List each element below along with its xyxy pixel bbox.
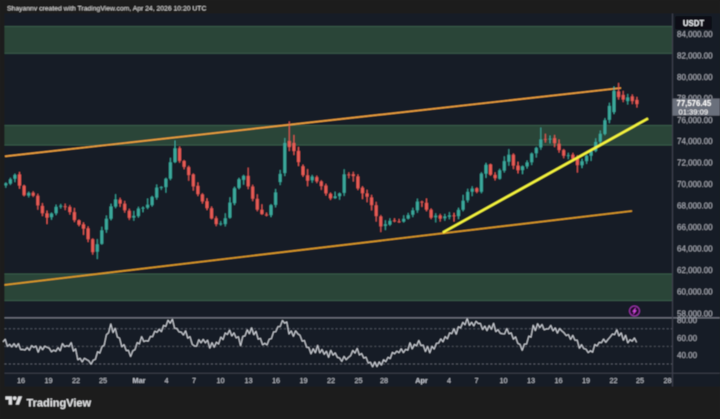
svg-text:22: 22	[609, 376, 617, 385]
svg-text:22: 22	[72, 376, 80, 385]
svg-text:19: 19	[44, 376, 52, 385]
svg-text:19: 19	[299, 376, 307, 385]
svg-text:80,000.00: 80,000.00	[677, 73, 713, 82]
svg-text:7: 7	[474, 376, 478, 385]
svg-text:4: 4	[164, 376, 168, 385]
svg-text:16: 16	[272, 376, 280, 385]
svg-text:USDT: USDT	[683, 19, 704, 28]
svg-text:13: 13	[527, 376, 535, 385]
svg-text:TradingView: TradingView	[27, 398, 92, 410]
svg-text:7: 7	[192, 376, 196, 385]
svg-text:10: 10	[499, 376, 507, 385]
svg-text:28: 28	[380, 376, 388, 385]
svg-text:76,000.00: 76,000.00	[677, 116, 713, 125]
svg-text:74,000.00: 74,000.00	[677, 137, 713, 146]
svg-text:82,000.00: 82,000.00	[677, 51, 713, 60]
svg-text:80.00: 80.00	[677, 316, 698, 325]
svg-text:68,000.00: 68,000.00	[677, 202, 713, 211]
svg-text:Apr: Apr	[415, 376, 428, 385]
svg-text:64,000.00: 64,000.00	[677, 245, 713, 254]
svg-text:01:39:09: 01:39:09	[679, 107, 709, 116]
svg-text:19: 19	[582, 376, 590, 385]
svg-text:66,000.00: 66,000.00	[677, 223, 713, 232]
svg-text:10: 10	[216, 376, 224, 385]
svg-text:Shayannv created with TradingV: Shayannv created with TradingView.com, A…	[7, 5, 206, 12]
svg-text:60,000.00: 60,000.00	[677, 287, 713, 296]
svg-text:4: 4	[447, 376, 451, 385]
svg-text:Mar: Mar	[133, 376, 146, 385]
svg-text:22: 22	[327, 376, 335, 385]
svg-text:84,000.00: 84,000.00	[677, 30, 713, 39]
svg-text:58,000.00: 58,000.00	[677, 309, 713, 318]
svg-text:13: 13	[244, 376, 252, 385]
svg-text:16: 16	[17, 376, 25, 385]
svg-text:70,000.00: 70,000.00	[677, 180, 713, 189]
svg-text:25: 25	[99, 376, 107, 385]
svg-text:28: 28	[663, 376, 671, 385]
svg-text:77,576.45: 77,576.45	[677, 99, 712, 108]
svg-text:25: 25	[354, 376, 362, 385]
svg-text:16: 16	[554, 376, 562, 385]
svg-text:62,000.00: 62,000.00	[677, 266, 713, 275]
svg-text:72,000.00: 72,000.00	[677, 159, 713, 168]
svg-text:60.00: 60.00	[677, 334, 698, 343]
svg-text:40.00: 40.00	[677, 351, 698, 360]
svg-text:25: 25	[636, 376, 644, 385]
